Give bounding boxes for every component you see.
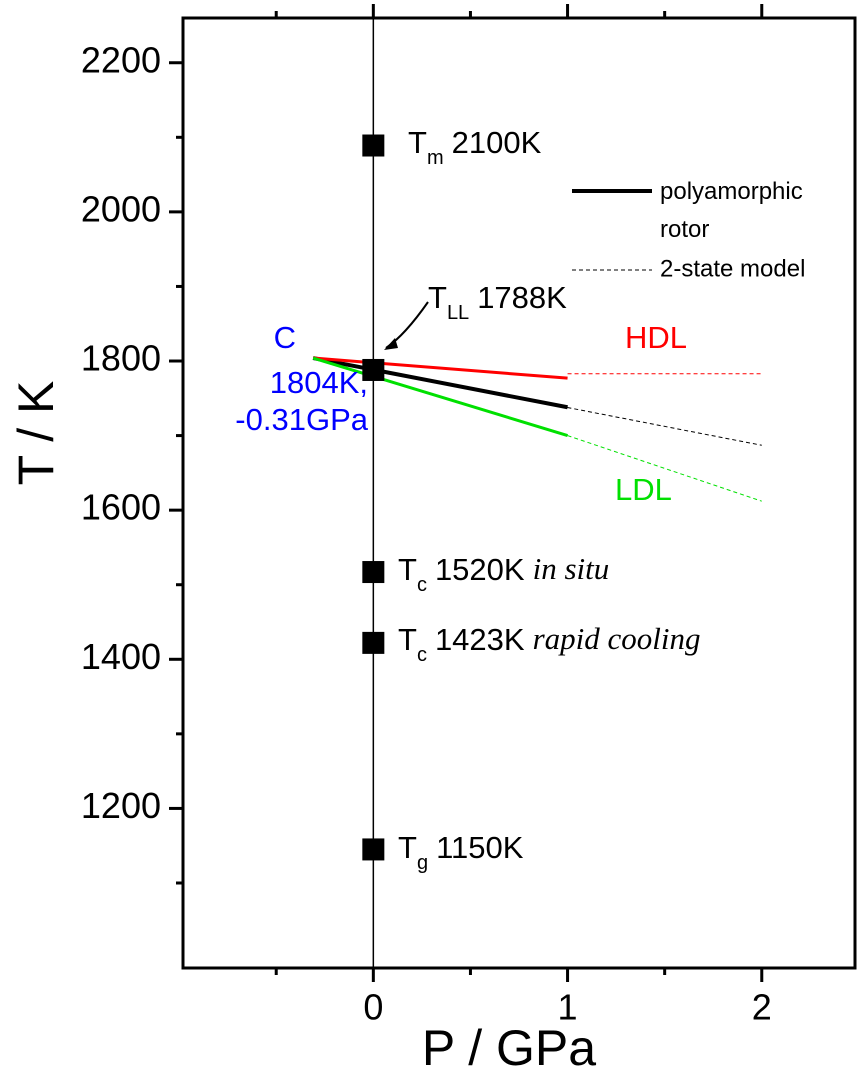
point-label: Tg 1150K [398,830,524,874]
label-subscript: LL [447,302,469,324]
y-axis-title: T / K [8,381,64,486]
label-subscript: m [427,147,444,169]
label-value: 1150K [436,830,524,865]
phase-label: LDL [615,472,672,507]
point-label: Tc 1520K in situ [398,551,609,596]
label-symbol: T [398,622,417,657]
label-value: 2100K [452,125,542,160]
x-axis-title: P / GPa [422,1020,596,1076]
data-point [362,134,385,157]
point-label: TLL 1788K [428,280,567,324]
label-subscript: c [417,574,427,596]
label-symbol: T [428,280,447,315]
legend-label: 2-state model [660,255,805,282]
critical-point-label: C [274,320,296,355]
x-tick-label: 0 [363,987,383,1028]
data-point [362,631,385,654]
label-subscript: c [417,644,427,666]
point-label: Tc 1423K rapid cooling [398,621,701,666]
label-value: 1423K [435,622,525,657]
y-tick-label: 2200 [81,39,161,80]
y-tick-label: 1800 [81,338,161,379]
critical-point-label: -0.31GPa [235,402,368,437]
label-symbol: T [398,830,417,865]
series-line [313,356,568,380]
critical-point-label: 1804K, [270,365,368,400]
label-symbol: T [408,125,427,160]
y-tick-label: 1200 [81,785,161,826]
series-line [313,357,762,446]
point-label: Tm 2100K [408,125,542,169]
y-tick-label: 2000 [81,188,161,229]
arrow-head [384,338,398,350]
label-subscript: g [417,852,428,874]
legend-label: polyamorphic rotor [660,178,803,243]
label-note: rapid cooling [533,621,701,656]
x-tick-label: 2 [752,987,772,1028]
label-value: 1788K [477,280,567,315]
data-point [362,561,385,584]
series-line [567,435,762,502]
data-point [362,838,385,861]
y-tick-label: 1400 [81,636,161,677]
y-tick-label: 1600 [81,487,161,528]
data-point [362,358,385,381]
label-symbol: T [398,552,417,587]
phase-label: HDL [625,320,687,355]
plot-frame [181,16,857,970]
series-line [312,356,568,438]
label-value: 1520K [435,552,525,587]
x-tick-label: 1 [558,987,578,1028]
label-note: in situ [533,551,610,586]
